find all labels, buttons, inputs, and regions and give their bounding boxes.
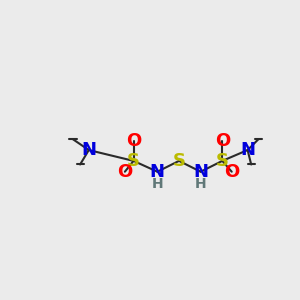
Text: O: O (224, 163, 239, 181)
Text: H: H (152, 177, 163, 191)
Text: S: S (172, 152, 185, 170)
Text: N: N (150, 163, 165, 181)
Text: N: N (81, 141, 96, 159)
Text: N: N (240, 141, 255, 159)
Text: S: S (127, 152, 140, 170)
Text: O: O (215, 132, 230, 150)
Text: N: N (193, 163, 208, 181)
Text: O: O (126, 132, 141, 150)
Text: S: S (216, 152, 229, 170)
Text: O: O (117, 163, 133, 181)
Text: H: H (195, 177, 206, 191)
